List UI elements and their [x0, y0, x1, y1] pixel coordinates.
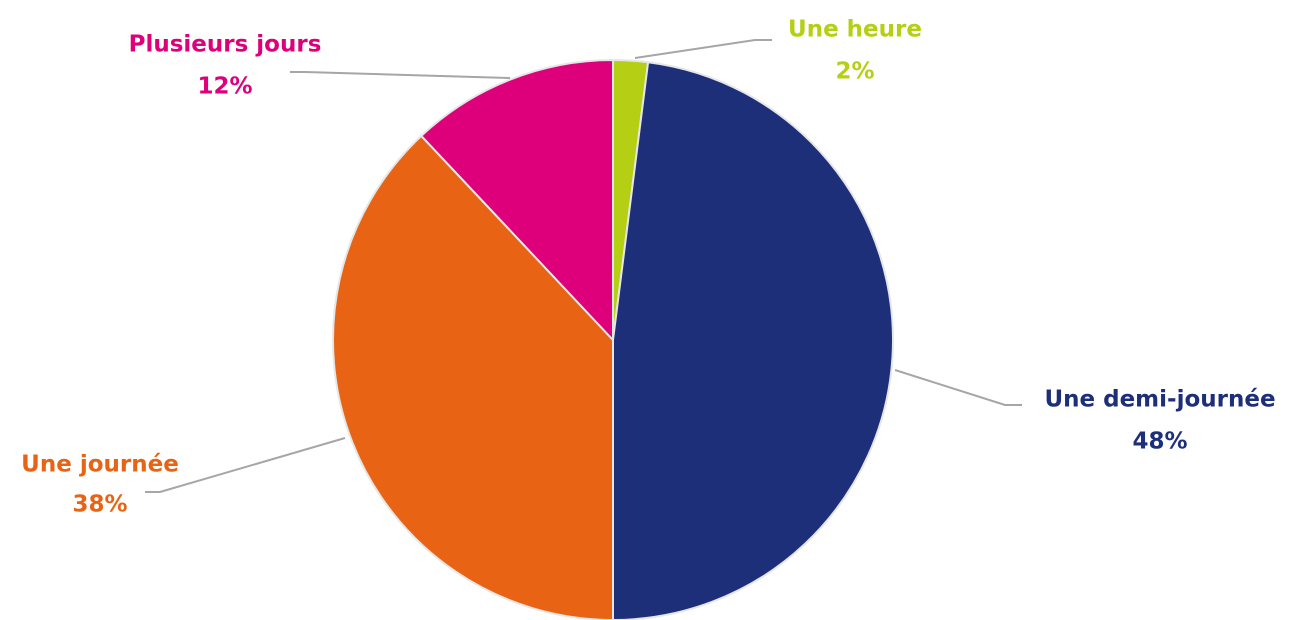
- slice-label: Une journée: [21, 452, 179, 478]
- slice-label: Une demi-journée: [1044, 387, 1275, 413]
- slice-value-label: 2%: [835, 59, 874, 85]
- pie-slice: [419, 58, 614, 343]
- leader-line: [894, 369, 1022, 406]
- pie-slice: [612, 61, 894, 620]
- leader-line: [145, 437, 346, 493]
- slice-value-label: 48%: [1132, 429, 1187, 455]
- pie-slice: [332, 134, 614, 620]
- slice-value-label: 12%: [197, 74, 252, 100]
- leader-line: [290, 71, 511, 79]
- leader-line: [634, 39, 772, 59]
- slice-label: Plusieurs jours: [129, 32, 322, 58]
- slice-label: Une heure: [788, 17, 922, 43]
- slice-value-label: 38%: [72, 492, 127, 518]
